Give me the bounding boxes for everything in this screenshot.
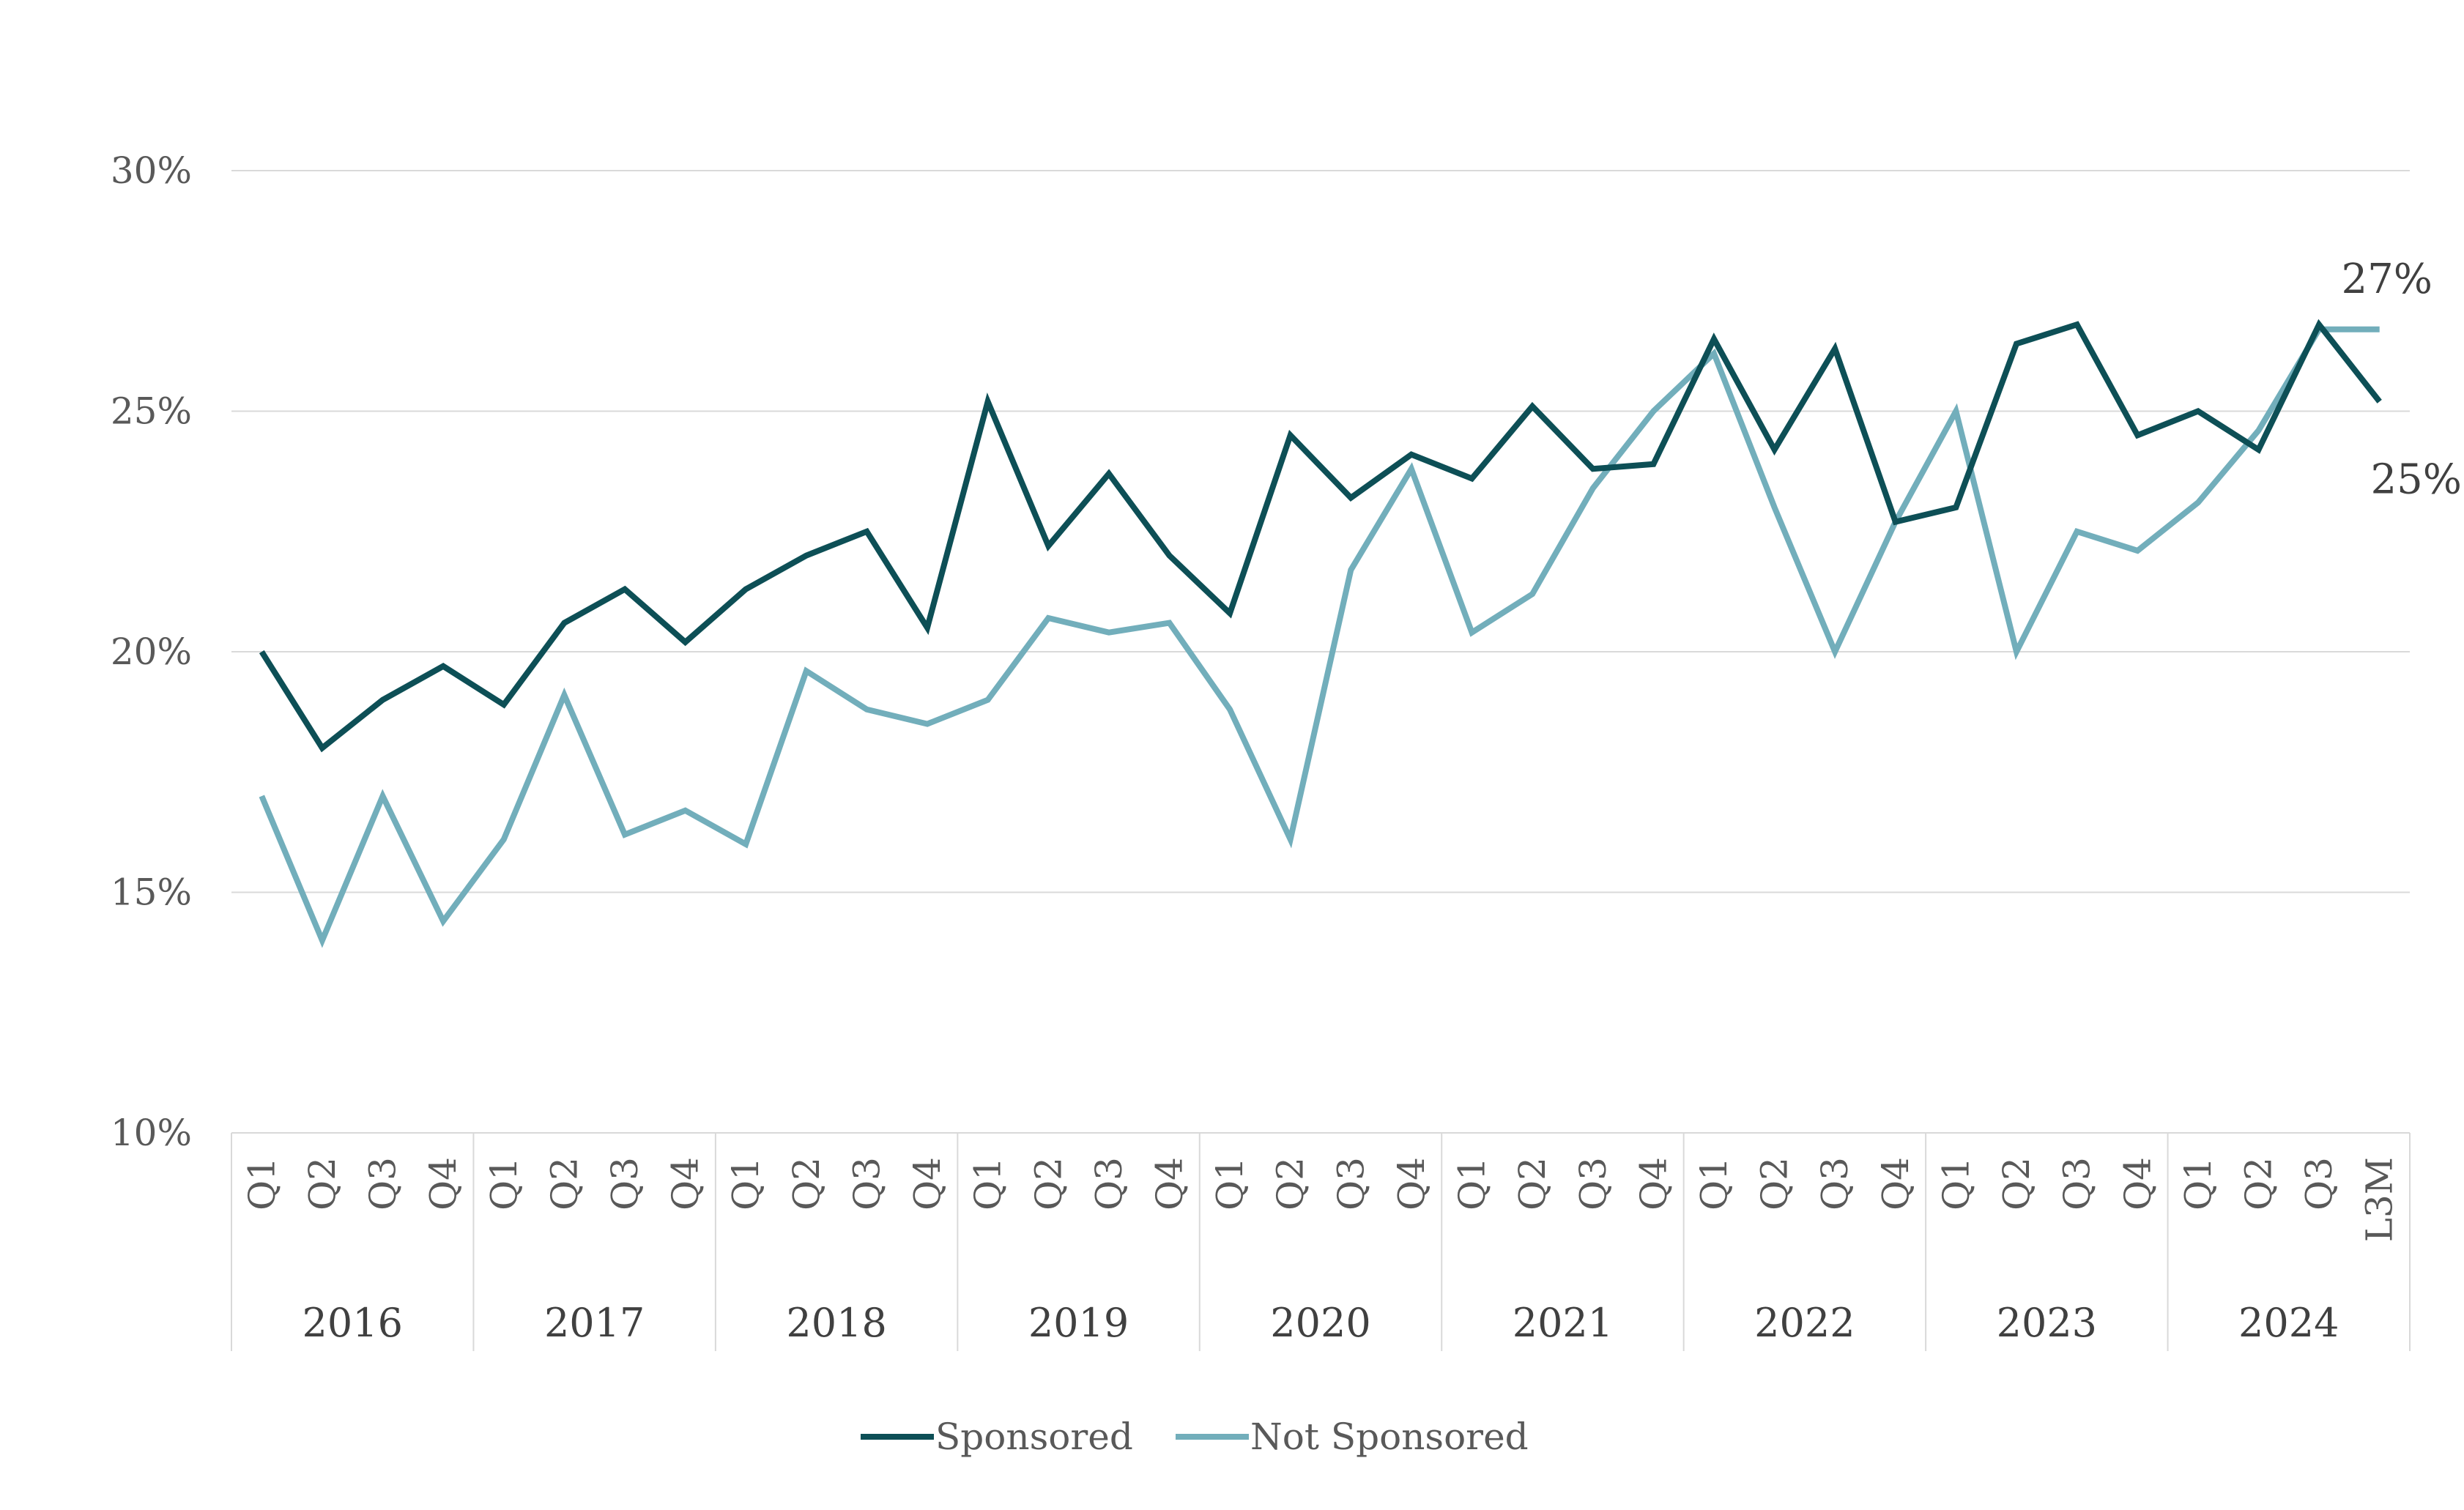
x-tick-label: Q3	[604, 1157, 646, 1210]
x-tick-label: Q4	[664, 1157, 707, 1210]
x-tick-label: L3M	[2359, 1157, 2401, 1242]
end-labels: 25% 27%	[2341, 256, 2461, 504]
x-axis: 2016 2017 2018 2019 2020 2021 2022 2023 2024 Q1 Q2…	[231, 1132, 2411, 1351]
x-tick-label: Q4	[422, 1157, 464, 1210]
x-tick-label: Q4	[906, 1157, 949, 1210]
x-tick-label: Q4	[1390, 1157, 1433, 1210]
x-tick-label: Q1	[1693, 1157, 1735, 1210]
x-group-label: 2021	[1513, 1300, 1613, 1346]
x-tick-label: Q1	[483, 1157, 525, 1210]
end-value-label: 27%	[2341, 256, 2432, 303]
x-tick-label: Q3	[2056, 1157, 2099, 1210]
x-tick-label: Q2	[1995, 1157, 2038, 1210]
y-tick-label: 15%	[111, 871, 192, 914]
legend-label: Sponsored	[935, 1416, 1133, 1458]
x-tick-label: Q3	[845, 1157, 888, 1210]
x-tick-label: Q2	[1511, 1157, 1554, 1210]
x-tick-label: Q3	[1088, 1157, 1130, 1210]
x-tick-label: Q4	[1148, 1157, 1190, 1210]
x-tick-label: Q1	[2177, 1157, 2219, 1210]
x-tick-label: Q1	[1451, 1157, 1493, 1210]
x-tick-label: Q3	[1329, 1157, 1372, 1210]
y-tick-label: 25%	[111, 390, 192, 433]
gridlines	[231, 170, 2410, 893]
x-tick-label: Q2	[301, 1157, 344, 1210]
y-tick-label: 20%	[111, 631, 192, 673]
x-tick-label: Q3	[2298, 1157, 2340, 1210]
x-tick-label: Q2	[785, 1157, 828, 1210]
x-group-label: 2017	[544, 1300, 645, 1346]
series-line-not-sponsored	[259, 326, 2380, 948]
x-group-label: 2019	[1028, 1300, 1129, 1346]
x-tick-label: Q2	[1269, 1157, 1312, 1210]
x-group-label: 2020	[1270, 1300, 1370, 1346]
legend-label: Not Sponsored	[1250, 1416, 1529, 1458]
end-value-label: 25%	[2370, 455, 2461, 503]
x-group-label: 2022	[1754, 1300, 1855, 1346]
x-tick-label: Q1	[967, 1157, 1009, 1210]
legend: Sponsored Not Sponsored	[861, 1416, 1529, 1458]
x-group-label: 2016	[303, 1300, 403, 1346]
x-tick-label: Q2	[1027, 1157, 1069, 1210]
x-tick-label: Q3	[1814, 1157, 1856, 1210]
x-group-label: 2018	[786, 1300, 886, 1346]
y-tick-label: 30%	[111, 149, 192, 192]
series-lines	[259, 319, 2382, 948]
series-line-sponsored	[259, 319, 2382, 753]
x-tick-label: Q4	[1874, 1157, 1917, 1210]
x-tick-label: Q2	[2237, 1157, 2279, 1210]
x-tick-label: Q1	[724, 1157, 767, 1210]
x-tick-label: Q1	[240, 1157, 283, 1210]
x-group-label: 2023	[1997, 1300, 2097, 1346]
x-tick-label: Q4	[1632, 1157, 1674, 1210]
x-group-label: 2024	[2238, 1300, 2339, 1346]
x-tick-label: Q2	[1754, 1157, 1796, 1210]
x-tick-label: Q4	[2116, 1157, 2159, 1210]
x-tick-label: Q2	[543, 1157, 585, 1210]
x-tick-label: Q3	[362, 1157, 404, 1210]
y-tick-label: 10%	[111, 1112, 192, 1154]
x-tick-label: Q1	[1934, 1157, 1977, 1210]
y-axis: 10% 15% 20% 25% 30%	[111, 149, 192, 1154]
x-tick-label: Q1	[1209, 1157, 1251, 1210]
x-tick-label: Q3	[1572, 1157, 1614, 1210]
